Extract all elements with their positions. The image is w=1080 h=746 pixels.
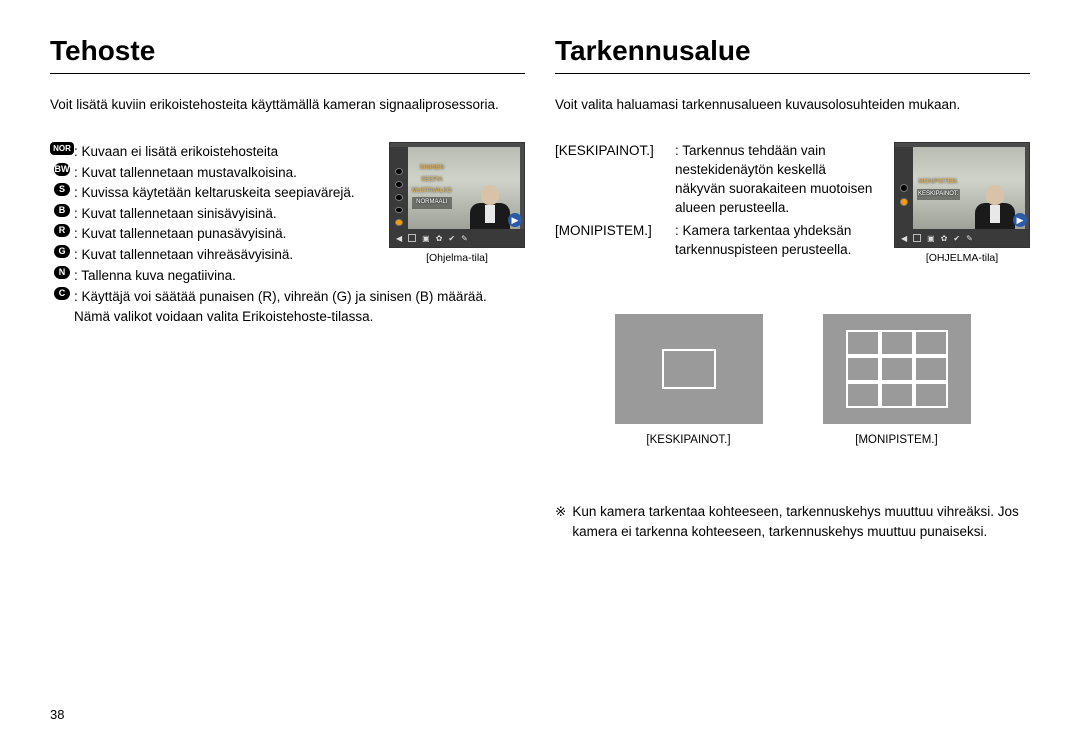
left-column: Tehoste Voit lisätä kuviin erikoistehost… — [50, 35, 525, 541]
focus-demo-grid: [MONIPISTEM.] — [823, 314, 971, 446]
effect-row: B Kuvat tallennetaan sinisävyisinä. — [50, 204, 375, 224]
definition-list: [KESKIPAINOT.] Tarkennus tehdään vain ne… — [555, 142, 878, 264]
camera-menu: SININEN SEEPIA MUSTAVALKO NORMAALI — [412, 163, 452, 209]
effect-text: Kuvat tallennetaan vihreäsävyisinä. — [74, 245, 375, 265]
effect-badge-b: B — [54, 204, 70, 217]
left-intro: Voit lisätä kuviin erikoistehosteita käy… — [50, 96, 525, 114]
effect-text: Kuvaan ei lisätä erikoistehosteita — [74, 142, 375, 162]
effect-row: G Kuvat tallennetaan vihreäsävyisinä. — [50, 245, 375, 265]
right-camera-preview: MONIPISTEM. KESKIPAINOT. ◀▣✿✔✎ ▶ [OHJELM… — [894, 142, 1030, 264]
definition-row: [KESKIPAINOT.] Tarkennus tehdään vain ne… — [555, 142, 878, 218]
camera-menu-item: MONIPISTEM. — [917, 177, 960, 188]
right-content-row: [KESKIPAINOT.] Tarkennus tehdään vain ne… — [555, 142, 1030, 264]
definition-desc: Tarkennus tehdään vain nestekidenäytön k… — [675, 142, 878, 218]
focus-caption: [MONIPISTEM.] — [823, 434, 971, 446]
effect-row: BW Kuvat tallennetaan mustavalkoisina. — [50, 163, 375, 183]
camera-menu-item: MUSTAVALKO — [412, 186, 452, 197]
page-columns: Tehoste Voit lisätä kuviin erikoistehost… — [50, 35, 1030, 541]
page-number: 38 — [50, 707, 64, 722]
definition-desc: Kamera tarkentaa yhdeksän tarkennuspiste… — [675, 222, 878, 260]
effect-badge-n: N — [54, 266, 70, 279]
effect-text: Käyttäjä voi säätää punaisen (R), vihreä… — [74, 287, 525, 326]
effect-text: Kuvat tallennetaan punasävyisinä. — [74, 224, 375, 244]
footnote: ※ Kun kamera tarkentaa kohteeseen, tarke… — [555, 502, 1030, 541]
focus-demo-center: [KESKIPAINOT.] — [615, 314, 763, 446]
right-column: Tarkennusalue Voit valita haluamasi tark… — [555, 35, 1030, 541]
grid-icon — [846, 330, 948, 408]
focus-area-demos: [KESKIPAINOT.] [MONIPISTEM.] — [555, 314, 1030, 446]
left-camera-preview: SININEN SEEPIA MUSTAVALKO NORMAALI ◀▣✿✔✎… — [389, 142, 525, 286]
effect-badge-g: G — [54, 245, 70, 258]
definition-term: [KESKIPAINOT.] — [555, 142, 675, 218]
note-symbol-icon: ※ — [555, 502, 566, 541]
center-rect-icon — [662, 349, 716, 389]
effect-row: NORKuvaan ei lisätä erikoistehosteita — [50, 142, 375, 162]
effect-text: Tallenna kuva negatiivina. — [74, 266, 375, 286]
effect-badge-bw: BW — [54, 163, 70, 176]
right-heading: Tarkennusalue — [555, 35, 1030, 67]
effect-row: R Kuvat tallennetaan punasävyisinä. — [50, 224, 375, 244]
definition-row: [MONIPISTEM.] Kamera tarkentaa yhdeksän … — [555, 222, 878, 260]
focus-caption: [KESKIPAINOT.] — [615, 434, 763, 446]
definition-term: [MONIPISTEM.] — [555, 222, 675, 260]
focus-box — [823, 314, 971, 424]
effect-text: Kuvat tallennetaan mustavalkoisina. — [74, 163, 375, 183]
effect-badge-r: R — [54, 224, 70, 237]
camera-menu-item: SININEN — [412, 163, 452, 174]
effect-list: NORKuvaan ei lisätä erikoistehosteita BW… — [50, 142, 375, 286]
camera-menu: MONIPISTEM. KESKIPAINOT. — [917, 177, 960, 200]
camera-caption: [OHJELMA-tila] — [894, 252, 1030, 264]
effect-badge-c: C — [54, 287, 70, 300]
note-text: Kun kamera tarkentaa kohteeseen, tarkenn… — [572, 502, 1030, 541]
camera-menu-item: SEEPIA — [412, 175, 452, 186]
effect-badge-s: S — [54, 183, 70, 196]
right-rule — [555, 73, 1030, 74]
left-content-row: NORKuvaan ei lisätä erikoistehosteita BW… — [50, 142, 525, 286]
camera-caption: [Ohjelma-tila] — [389, 252, 525, 264]
focus-box — [615, 314, 763, 424]
camera-screen: SININEN SEEPIA MUSTAVALKO NORMAALI ◀▣✿✔✎… — [389, 142, 525, 248]
camera-menu-item: NORMAALI — [412, 197, 452, 208]
effect-text: Kuvat tallennetaan sinisävyisinä. — [74, 204, 375, 224]
left-rule — [50, 73, 525, 74]
effect-row: S Kuvissa käytetään keltaruskeita seepiav… — [50, 183, 375, 203]
right-intro: Voit valita haluamasi tarkennusalueen ku… — [555, 96, 1030, 114]
camera-screen: MONIPISTEM. KESKIPAINOT. ◀▣✿✔✎ ▶ — [894, 142, 1030, 248]
effect-badge-nor: NOR — [50, 142, 74, 155]
camera-menu-item: KESKIPAINOT. — [917, 189, 960, 200]
effect-text: Kuvissa käytetään keltaruskeita seepiavä… — [74, 183, 375, 203]
effect-row: C Käyttäjä voi säätää punaisen (R), vihr… — [50, 287, 525, 326]
left-heading: Tehoste — [50, 35, 525, 67]
effect-row: N Tallenna kuva negatiivina. — [50, 266, 375, 286]
